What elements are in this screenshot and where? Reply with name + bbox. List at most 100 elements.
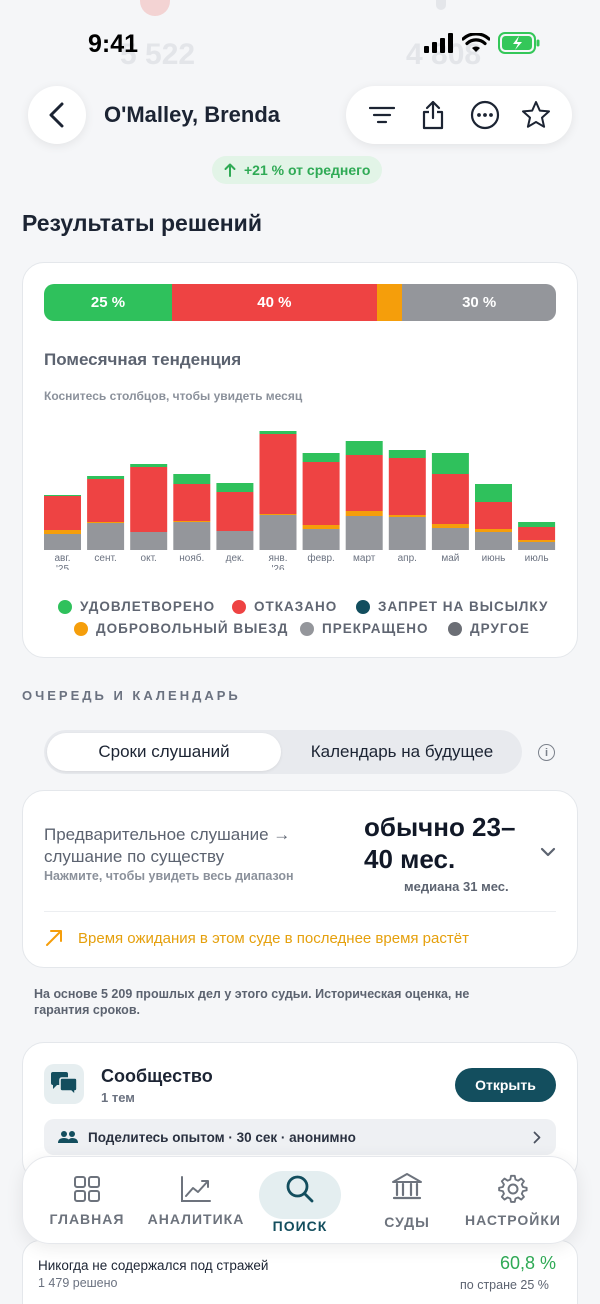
bar-segment[interactable]	[388, 450, 426, 458]
nav-label: НАСТРОЙКИ	[465, 1212, 561, 1228]
bar-segment[interactable]	[87, 479, 125, 522]
bar-segment[interactable]	[87, 522, 125, 523]
legend-item-other: ДРУГОЕ	[448, 621, 530, 636]
decisions-title: Результаты решений	[22, 210, 262, 236]
trending-up-icon	[46, 930, 62, 946]
bar-segment[interactable]	[431, 524, 469, 528]
favorite-button[interactable]	[518, 97, 554, 133]
bar-segment[interactable]	[518, 540, 556, 542]
bar-segment[interactable]	[130, 467, 168, 532]
legend-item-terminated: ПРЕКРАЩЕНО	[300, 621, 429, 636]
bar-segment[interactable]	[44, 496, 81, 530]
bar-segment[interactable]	[216, 531, 254, 550]
bar-segment[interactable]	[44, 534, 81, 550]
bar-segment[interactable]	[345, 511, 383, 516]
info-icon[interactable]: i	[538, 744, 555, 761]
bar-segment[interactable]	[302, 453, 340, 462]
legend-dot	[74, 621, 88, 636]
community-badge	[44, 1064, 84, 1104]
monthly-trend-chart[interactable]: авг.'25 сент. окт. нояб. дек. янв.'26 февр. мар…	[36, 420, 564, 570]
arrow-up-icon	[224, 163, 236, 177]
bar-segment[interactable]	[518, 522, 556, 527]
bar-segment[interactable]	[345, 455, 383, 511]
community-open-button[interactable]: Открыть	[455, 1068, 556, 1102]
bar-segment[interactable]	[302, 525, 340, 529]
back-button[interactable]	[28, 86, 86, 144]
x-tick-label: нояб.	[179, 552, 204, 564]
bar-segment[interactable]	[87, 523, 125, 550]
bar-segment[interactable]	[475, 532, 512, 550]
bar-segment[interactable]	[259, 431, 297, 434]
nav-item-settings[interactable]: НАСТРОЙКИ	[461, 1157, 565, 1245]
nav-item-search[interactable]: ПОИСК	[259, 1157, 341, 1245]
share-experience-row[interactable]: Поделитесь опытом · 30 сек · анонимно	[44, 1119, 556, 1155]
legend-item-removal-withheld: ЗАПРЕТ НА ВЫСЫЛКУ	[356, 599, 548, 614]
chat-bubbles-icon	[51, 1072, 78, 1097]
bar-segment[interactable]	[518, 542, 556, 550]
stage-hint: Нажмите, чтобы увидеть весь диапазон	[44, 869, 294, 883]
x-tick-label: апр.	[398, 553, 417, 564]
chart-icon	[181, 1176, 211, 1202]
bar-segment[interactable]	[388, 458, 426, 515]
chevron-left-icon	[49, 102, 64, 128]
bar-segment[interactable]	[259, 515, 297, 550]
bar-segment[interactable]	[44, 530, 81, 534]
signal-icon	[424, 33, 453, 53]
bar-segment[interactable]	[259, 514, 297, 515]
bar-segment[interactable]	[518, 527, 556, 540]
ghost-icon-left	[140, 0, 170, 16]
bar-segment[interactable]	[302, 529, 340, 550]
share-button[interactable]	[415, 97, 451, 133]
grid-icon	[74, 1176, 100, 1202]
bar-segment[interactable]	[173, 521, 211, 522]
bar-segment[interactable]	[173, 474, 211, 484]
chevron-down-icon[interactable]	[540, 846, 556, 858]
legend-item-denied: ОТКАЗАНО	[232, 599, 337, 614]
bar-segment[interactable]	[345, 516, 383, 550]
bar-segment[interactable]	[431, 474, 469, 524]
more-button[interactable]	[467, 97, 503, 133]
bar-segment[interactable]	[475, 529, 512, 532]
bar-segment[interactable]	[216, 483, 254, 492]
x-tick-label: сент.	[94, 553, 116, 564]
nav-label: СУДЫ	[384, 1214, 430, 1230]
filter-icon	[368, 106, 395, 124]
community-subtitle: 1 тем	[101, 1090, 135, 1105]
bar-segment[interactable]	[475, 484, 512, 502]
bar-segment[interactable]	[431, 453, 469, 474]
nav-item-analytics[interactable]: АНАЛИТИКА	[141, 1157, 251, 1245]
x-tick-label: июль	[525, 553, 549, 564]
bar-segment[interactable]	[259, 434, 297, 514]
bar-segment[interactable]	[130, 532, 168, 550]
bar-segment[interactable]	[216, 492, 254, 531]
bar-segment[interactable]	[475, 502, 512, 529]
monthly-trend-hint: Коснитесь столбцов, чтобы увидеть месяц	[44, 389, 303, 403]
ghost-stat-left: 5 522	[120, 38, 196, 71]
bar-segment[interactable]	[345, 441, 383, 455]
bar-segment[interactable]	[431, 528, 469, 550]
x-tick-label: окт.	[141, 553, 157, 564]
search-icon	[286, 1175, 314, 1203]
bar-segment[interactable]	[87, 476, 125, 479]
x-tick-label: февр.	[307, 552, 334, 564]
estimate-range-line1: обычно 23–	[364, 812, 516, 842]
bar-segment[interactable]	[388, 517, 426, 550]
nav-item-courts[interactable]: СУДЫ	[363, 1157, 451, 1245]
bar-segment[interactable]	[388, 515, 426, 517]
tab-future-calendar[interactable]: Календарь на будущее	[310, 742, 494, 761]
nav-item-home[interactable]: ГЛАВНАЯ	[43, 1157, 131, 1245]
bar-segment[interactable]	[173, 484, 211, 521]
filter-button[interactable]	[364, 97, 400, 133]
stat-sub: 1 479 решено	[38, 1276, 118, 1290]
courthouse-icon	[392, 1173, 422, 1200]
tab-hearing-times[interactable]: Сроки слушаний	[47, 733, 281, 771]
bar-segment[interactable]	[302, 462, 340, 525]
x-tick-label: '26	[271, 564, 284, 570]
outcome-breakdown-bar[interactable]: 25 % 40 % 30 %	[44, 284, 556, 321]
bar-segment[interactable]	[44, 495, 81, 496]
bar-segment[interactable]	[173, 522, 211, 550]
bottom-nav: ГЛАВНАЯ АНАЛИТИКА ПОИСК СУДЫ НАСТРОЙКИ	[22, 1156, 578, 1244]
hearing-estimate-card[interactable]	[22, 790, 578, 968]
bar-segment[interactable]	[130, 464, 168, 467]
nav-label: ГЛАВНАЯ	[49, 1211, 125, 1227]
